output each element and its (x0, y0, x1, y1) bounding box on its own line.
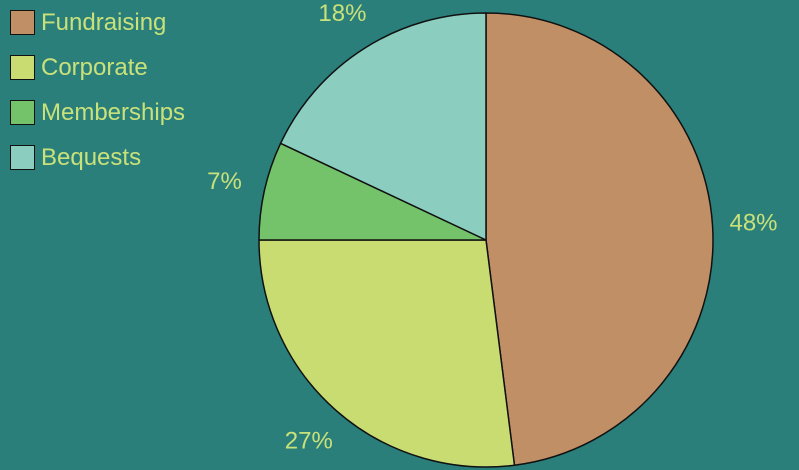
legend-label-bequests: Bequests (41, 144, 142, 171)
chart-legend: Fundraising Corporate Memberships Beques… (10, 7, 185, 187)
slice-label-corporate: 27% (285, 428, 333, 455)
slice-label-fundraising: 48% (729, 210, 777, 237)
pie-slice-bequests (279, 12, 487, 241)
legend-label-corporate: Corporate (41, 54, 148, 81)
legend-swatch-corporate (10, 55, 35, 80)
legend-item-memberships: Memberships (10, 97, 185, 128)
legend-item-corporate: Corporate (10, 52, 185, 83)
legend-swatch-bequests (10, 145, 35, 170)
legend-label-memberships: Memberships (41, 99, 186, 126)
legend-item-bequests: Bequests (10, 142, 185, 173)
pie-slice-fundraising (485, 12, 714, 466)
slice-label-memberships: 7% (207, 168, 242, 195)
pie-slice-corporate (258, 239, 516, 468)
slice-label-bequests: 18% (318, 0, 366, 27)
legend-swatch-memberships (10, 100, 35, 125)
legend-item-fundraising: Fundraising (10, 7, 185, 38)
legend-swatch-fundraising (10, 10, 35, 35)
legend-label-fundraising: Fundraising (41, 9, 167, 36)
